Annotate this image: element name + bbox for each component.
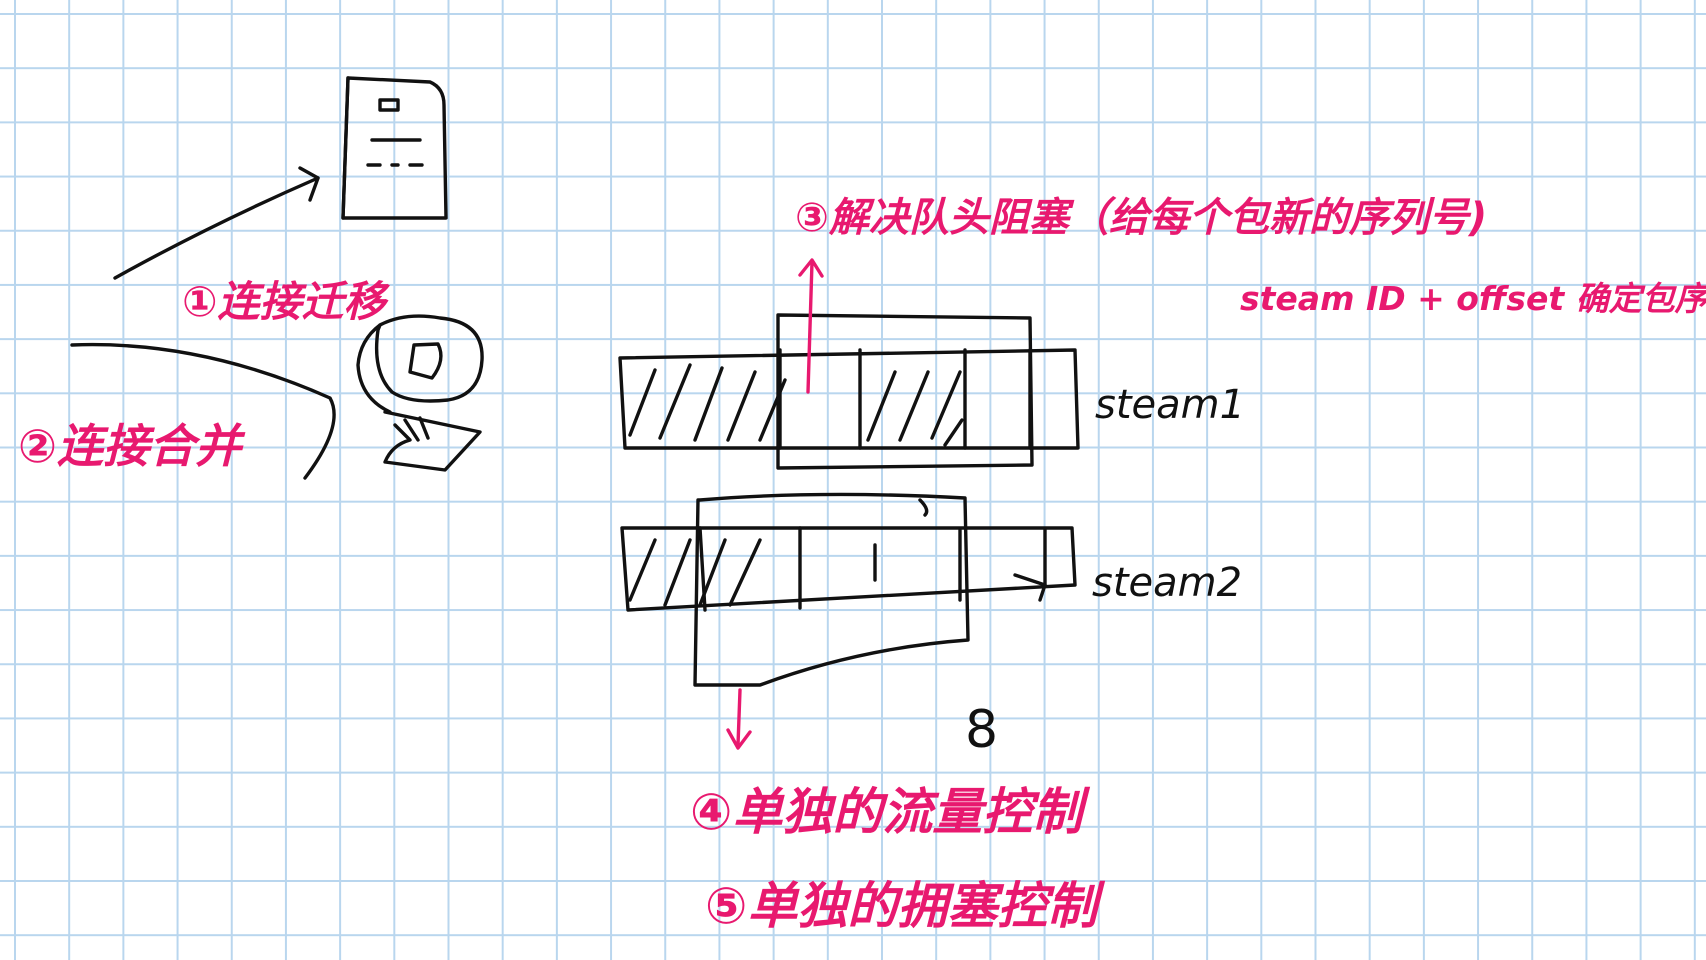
stream2-bar — [620, 492, 1077, 687]
page-number: 8 — [965, 700, 999, 760]
hol-arrow — [798, 258, 824, 394]
phone-icon — [341, 76, 448, 220]
hol-blocking-label: ③解决队头阻塞（给每个包新的序列号) — [795, 195, 1488, 241]
flow-arrow — [726, 688, 752, 750]
flow-control-label: ④单独的流量控制 — [690, 783, 1083, 841]
congestion-control-label: ⑤单独的拥塞控制 — [705, 877, 1098, 935]
stream1-bar — [618, 313, 1080, 470]
merge-arrow — [70, 342, 336, 480]
stream2-label: steam2 — [1092, 560, 1243, 606]
laptop-icon — [356, 314, 484, 472]
hol-blocking-detail-label: steam ID + offset 确定包序号 — [1240, 279, 1706, 318]
connection-migration-label: ①连接迁移 — [182, 277, 386, 326]
migration-arrow — [113, 166, 320, 280]
connection-merge-label: ②连接合并 — [18, 419, 241, 473]
stream1-label: steam1 — [1095, 382, 1246, 428]
